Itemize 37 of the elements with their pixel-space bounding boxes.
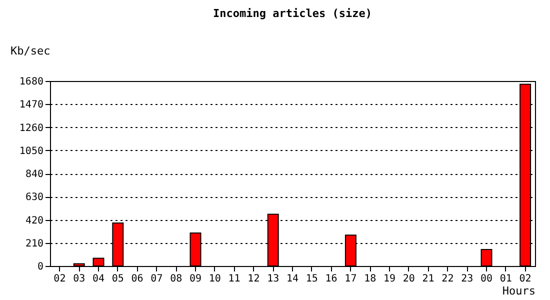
y-tick-label: 840 [25,169,44,180]
x-tick-label: 11 [228,274,240,284]
x-tick-label: 15 [306,274,318,284]
x-tick-label: 05 [112,274,124,284]
x-tick-label: 23 [461,274,474,284]
x-tick-label: 18 [364,274,376,284]
x-tick-label: 17 [344,274,357,284]
x-tick-label: 08 [170,274,182,284]
x-tick-label: 07 [150,274,163,284]
y-tick-label: 0 [37,262,44,272]
x-tick-label: 02 [54,274,66,284]
x-tick-label: 14 [286,274,299,284]
x-tick-label: 03 [73,274,86,284]
x-tick-label: 16 [325,274,338,284]
y-tick-label: 1050 [19,146,44,157]
chart-title: Incoming articles (size) [213,7,372,20]
y-tick-label: 420 [25,215,44,226]
x-tick-label: 12 [248,274,260,284]
x-tick-label: 09 [189,274,202,284]
y-tick-label: 630 [25,192,44,204]
x-tick-label: 13 [267,274,280,284]
x-axis-title: Hours [502,284,536,298]
x-tick-label: 02 [519,274,532,284]
y-tick-label: 1260 [19,122,44,134]
y-tick-label: 1680 [19,76,44,88]
y-axis-title: Kb/sec [10,44,50,58]
x-tick-label: 04 [92,274,105,284]
x-tick-label: 06 [131,274,144,284]
x-tick-label: 19 [383,274,396,284]
x-tick-label: 01 [500,274,512,284]
x-tick-label: 22 [442,274,454,284]
y-tick-label: 210 [25,238,44,250]
x-tick-label: 00 [480,274,493,284]
x-tick-label: 21 [422,274,434,284]
x-tick-label: 20 [402,274,415,284]
y-tick-label: 1470 [19,100,44,111]
x-tick-label: 10 [208,274,221,284]
